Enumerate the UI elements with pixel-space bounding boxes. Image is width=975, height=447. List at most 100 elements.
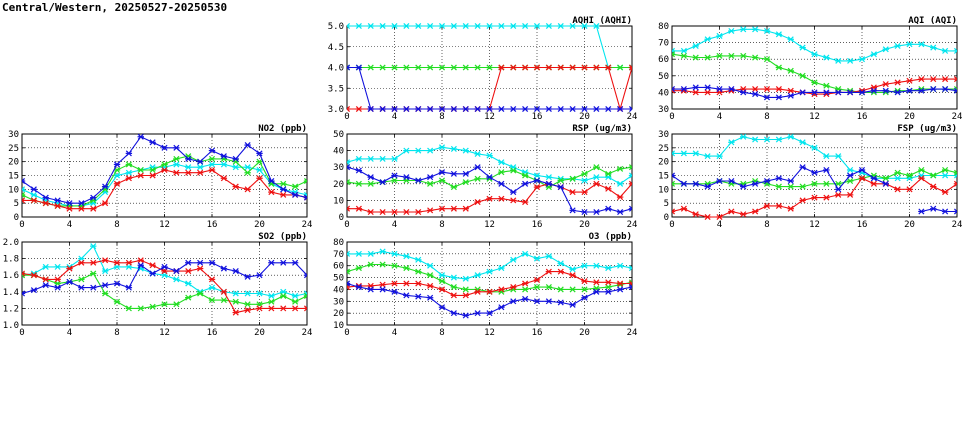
data-point-d	[581, 208, 588, 216]
data-point-a	[30, 191, 38, 198]
data-point-c	[66, 265, 73, 272]
data-point-d	[22, 290, 26, 297]
data-point-a	[438, 272, 446, 279]
data-point-b	[161, 301, 168, 308]
data-point-d	[941, 86, 949, 93]
x-tick-label: 12	[484, 220, 495, 230]
data-point-a	[355, 250, 363, 257]
data-point-d	[149, 139, 156, 146]
data-point-b	[823, 180, 830, 187]
data-point-c	[244, 186, 251, 193]
data-point-b	[161, 161, 168, 168]
series-layer	[672, 133, 957, 220]
data-point-d	[42, 194, 49, 201]
data-point-d	[498, 304, 505, 311]
data-point-d	[486, 174, 493, 181]
data-point-b	[672, 51, 676, 58]
data-point-d	[355, 167, 363, 174]
data-point-a	[474, 272, 481, 279]
data-point-a	[403, 23, 410, 30]
data-point-d	[593, 208, 600, 216]
data-point-d	[90, 194, 97, 201]
data-point-b	[474, 64, 481, 71]
data-point-c	[728, 208, 735, 215]
data-point-b	[137, 166, 144, 173]
data-point-b	[208, 297, 216, 304]
data-point-d	[450, 310, 458, 317]
data-point-c	[125, 175, 133, 182]
x-tick-label: 8	[114, 220, 119, 230]
data-point-a	[450, 145, 458, 152]
data-point-c	[196, 265, 204, 272]
data-point-b	[438, 64, 446, 71]
y-tick-label: 30	[8, 130, 19, 140]
data-point-c	[799, 197, 806, 204]
data-point-a	[379, 248, 386, 255]
data-point-a	[846, 57, 854, 64]
data-point-c	[533, 276, 541, 283]
series-layer	[22, 243, 307, 316]
data-point-b	[941, 166, 949, 173]
x-tick-label: 8	[764, 112, 769, 122]
data-point-b	[823, 82, 830, 89]
data-point-b	[185, 294, 192, 301]
y-tick-label: 1.4	[3, 288, 19, 298]
chart-no2: 0 5 10 15 20 25 30 0 4 8 12 16 20 24 NO2 (ppb)	[8, 124, 312, 230]
x-tick-label: 0	[19, 220, 24, 230]
data-point-c	[751, 208, 759, 215]
data-point-c	[125, 259, 133, 266]
data-point-c	[42, 276, 49, 283]
data-point-c	[347, 205, 351, 212]
data-point-d	[220, 153, 228, 160]
data-point-d	[799, 164, 806, 171]
data-point-d	[787, 178, 794, 185]
data-point-b	[403, 64, 410, 71]
data-point-c	[113, 259, 121, 266]
data-point-d	[113, 161, 121, 168]
data-point-d	[486, 105, 493, 112]
data-point-b	[173, 301, 180, 308]
data-point-b	[763, 56, 771, 63]
chart-title: RSP (ug/m3)	[572, 124, 632, 134]
data-point-a	[751, 26, 759, 33]
series-layer	[347, 23, 632, 112]
data-point-a	[823, 153, 830, 160]
data-point-b	[403, 265, 410, 272]
x-tick-label: 4	[717, 220, 722, 230]
data-point-a	[367, 250, 374, 257]
data-point-a	[787, 133, 794, 140]
y-tick-label: 15	[8, 172, 19, 182]
data-point-c	[303, 305, 307, 312]
y-tick-label: 25	[658, 144, 669, 154]
data-point-c	[415, 208, 422, 216]
data-point-d	[823, 89, 830, 96]
data-point-a	[799, 44, 806, 51]
plot-frame	[671, 25, 958, 110]
data-point-c	[811, 194, 818, 201]
data-point-a	[391, 250, 398, 257]
data-point-d	[462, 312, 469, 319]
data-point-c	[22, 270, 26, 277]
x-tick-label: 16	[532, 220, 543, 230]
data-point-d	[355, 284, 363, 291]
data-point-c	[185, 169, 192, 176]
data-point-c	[521, 64, 529, 71]
data-point-a	[347, 23, 351, 30]
data-point-d	[533, 105, 541, 112]
data-point-a	[728, 139, 735, 146]
data-point-b	[906, 172, 913, 179]
data-point-a	[533, 23, 541, 30]
data-point-d	[918, 208, 925, 215]
x-tick-label: 4	[67, 328, 72, 338]
data-point-b	[581, 170, 588, 177]
data-point-b	[462, 286, 469, 293]
data-point-a	[704, 36, 711, 43]
data-point-b	[894, 169, 901, 176]
y-tick-label: 30	[333, 163, 344, 173]
y-tick-label: 30	[658, 130, 669, 140]
data-point-a	[941, 172, 949, 179]
data-point-b	[593, 164, 600, 171]
data-point-d	[672, 86, 676, 93]
data-point-c	[149, 172, 156, 179]
